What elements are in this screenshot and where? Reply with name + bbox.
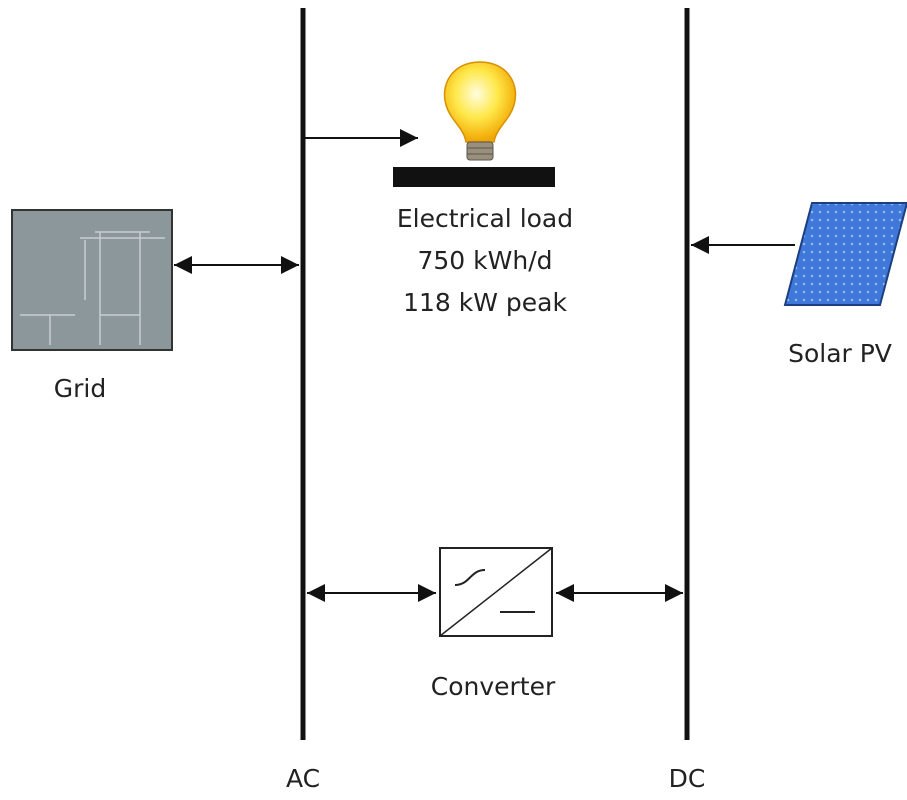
dc-label: DC bbox=[669, 764, 706, 793]
load-bar bbox=[393, 167, 555, 187]
load-peak: 118 kW peak bbox=[403, 288, 567, 317]
load-energy: 750 kWh/d bbox=[418, 246, 553, 275]
converter-icon bbox=[439, 547, 553, 637]
solar-icon bbox=[783, 202, 907, 306]
grid-label: Grid bbox=[54, 374, 106, 403]
converter-label: Converter bbox=[431, 672, 556, 701]
load-label: Electrical load bbox=[397, 204, 573, 233]
grid-icon bbox=[11, 209, 173, 351]
solar-label: Solar PV bbox=[788, 339, 892, 368]
ac-label: AC bbox=[286, 764, 320, 793]
bulb-icon bbox=[443, 61, 517, 161]
